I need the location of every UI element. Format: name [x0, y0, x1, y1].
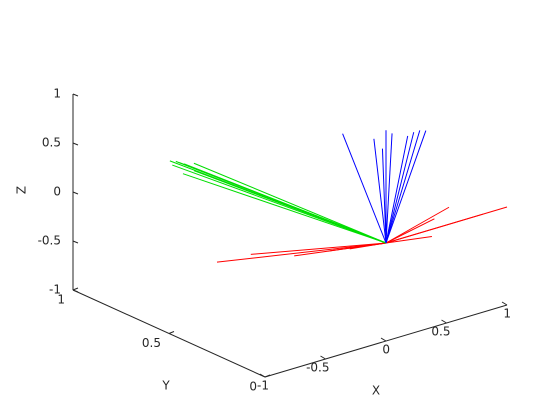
y-tick [264, 374, 271, 378]
x-tick [501, 301, 508, 306]
x-tick [320, 355, 326, 360]
x-tick [441, 319, 447, 324]
z-tick [72, 240, 79, 244]
line [216, 242, 387, 263]
line [385, 218, 435, 244]
y-tick-label: 0.5 [142, 336, 161, 350]
line [193, 170, 387, 244]
x-tick-label: 0.5 [431, 325, 450, 339]
y-tick-label: 1 [57, 293, 65, 307]
y-tick [168, 331, 175, 334]
z-tick-label: -0.5 [38, 234, 61, 248]
line [349, 242, 387, 250]
z-tick [72, 289, 79, 293]
x-tick-label: 1 [503, 307, 511, 321]
x-tick-label: -1 [257, 379, 269, 393]
y-axis-label: Y [161, 379, 170, 393]
z-tick [72, 93, 79, 97]
line [385, 135, 409, 244]
x-tick [380, 337, 387, 342]
x-tick-label: 0 [382, 343, 390, 357]
line [385, 130, 427, 244]
z-tick-label: 1 [53, 87, 61, 101]
y-tick-label: 0 [249, 380, 257, 394]
y-tick [72, 287, 79, 291]
line [250, 242, 387, 255]
line [193, 162, 387, 244]
line [385, 130, 421, 244]
line [385, 206, 450, 244]
x-tick [259, 373, 266, 378]
line [373, 138, 387, 244]
z-tick [72, 142, 79, 146]
line [342, 133, 387, 244]
z-tick-label: 0.5 [42, 136, 61, 150]
x-tick-label: -0.5 [306, 361, 329, 375]
z-tick-label: 0 [53, 185, 61, 199]
line [385, 213, 483, 244]
line [182, 173, 387, 244]
line [385, 133, 393, 244]
line [385, 236, 432, 244]
z-axis-label: Z [15, 186, 29, 194]
x-axis-label: X [372, 384, 380, 398]
z-tick-label: -1 [49, 283, 61, 297]
line [381, 148, 387, 244]
z-tick [72, 191, 79, 195]
line [385, 132, 415, 244]
